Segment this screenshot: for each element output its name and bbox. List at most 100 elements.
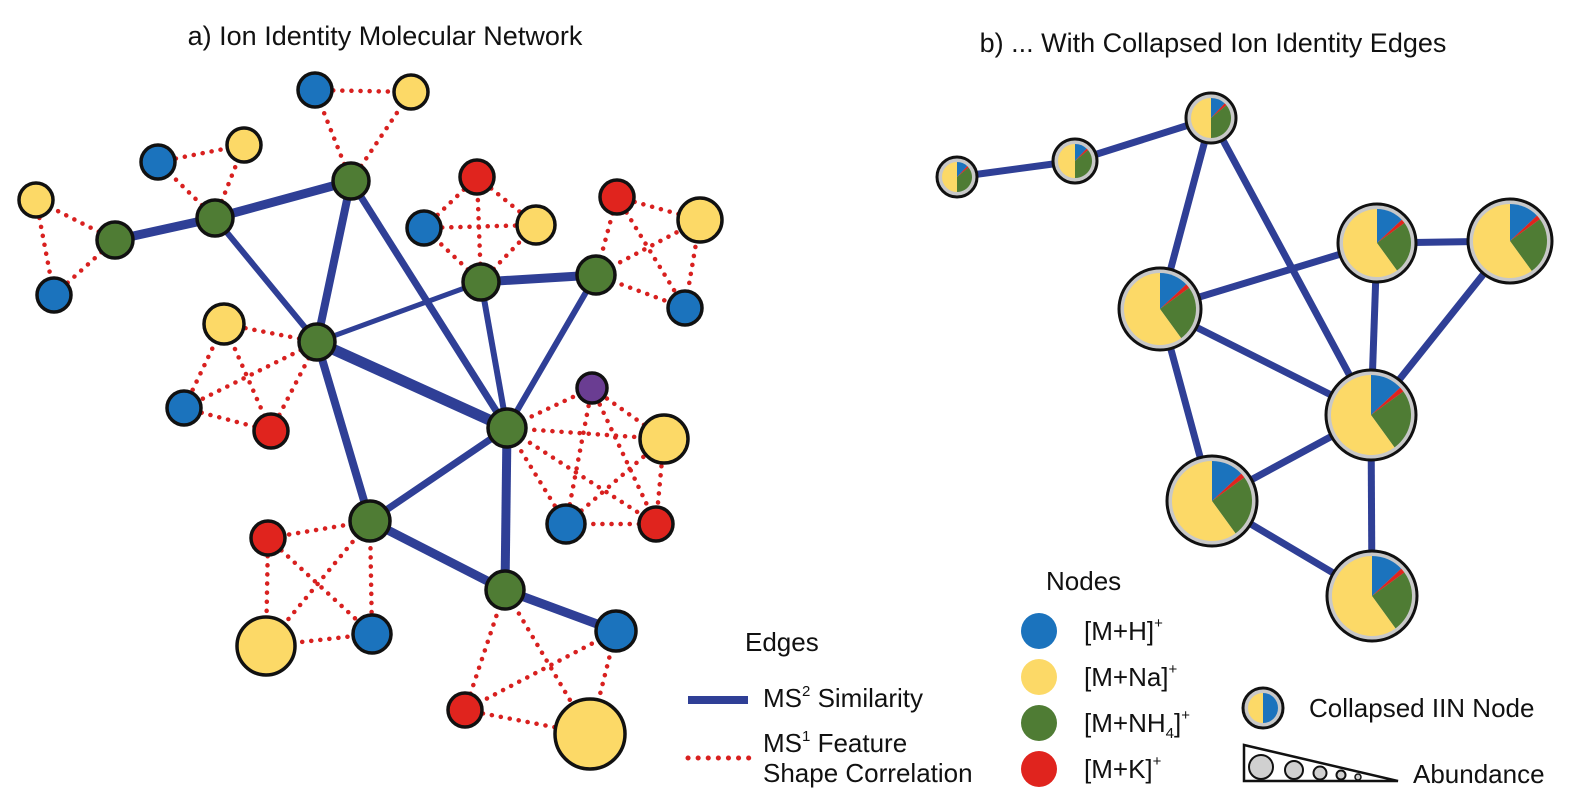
ms1-correlation-edge bbox=[614, 194, 688, 311]
ion-k-slice bbox=[1372, 568, 1405, 596]
ion-h-node bbox=[139, 143, 177, 181]
ion-na-node bbox=[392, 73, 430, 111]
ms1-correlation-edge bbox=[181, 321, 227, 411]
ms1-correlation-label: MS1 Feature bbox=[763, 728, 907, 758]
nodes-legend: Nodes [M+H]+ [M+Na]+ [M+NH4]+ [M+K]+ bbox=[1021, 566, 1190, 787]
collapsed-iin-node bbox=[1165, 454, 1259, 548]
ion-k-label: [M+K]+ bbox=[1084, 753, 1162, 784]
ion-h-slice bbox=[1510, 204, 1537, 241]
ion-nh4-slice bbox=[1075, 150, 1092, 178]
ion-na-slice bbox=[1248, 693, 1263, 723]
ion-na-slice bbox=[1473, 204, 1532, 278]
ion-nh4-slice bbox=[1377, 223, 1411, 271]
ion-h-slice bbox=[1160, 273, 1187, 309]
ms2-similarity-edge bbox=[313, 340, 374, 523]
collapsed-iin-node bbox=[1466, 197, 1554, 285]
ion-k-swatch bbox=[1021, 751, 1057, 787]
abundance-label: Abundance bbox=[1413, 759, 1545, 789]
ion-na-slice bbox=[1124, 273, 1182, 346]
other-ion-node bbox=[575, 371, 609, 405]
ms1-correlation-edge bbox=[589, 385, 659, 527]
collapsed-iin-node bbox=[1336, 202, 1418, 284]
ms2-similarity-edge bbox=[478, 281, 510, 429]
ion-na-label: [M+Na]+ bbox=[1084, 661, 1178, 692]
ion-k-slice bbox=[957, 166, 969, 177]
collapsed-iin-node bbox=[1184, 91, 1238, 145]
ion-h-slice bbox=[1211, 98, 1225, 118]
ion-k-slice bbox=[1377, 219, 1405, 243]
collapsed-iin-node-swatch bbox=[1241, 686, 1285, 730]
ms2-similarity-edge bbox=[313, 180, 355, 343]
ion-nh4-swatch bbox=[1021, 705, 1057, 741]
ms1-correlation-edge bbox=[504, 385, 595, 431]
ion-k-node bbox=[249, 519, 287, 557]
ms1-correlation-label-line2: Shape Correlation bbox=[763, 758, 973, 788]
panel-b-network bbox=[935, 91, 1554, 643]
ion-h-slice bbox=[1377, 209, 1402, 243]
ion-h-node bbox=[165, 389, 203, 427]
ion-h-node bbox=[594, 609, 638, 653]
ion-k-node bbox=[458, 158, 496, 196]
ion-h-slice bbox=[1372, 556, 1402, 596]
collapsed-iin-node bbox=[1324, 368, 1418, 462]
ms1-correlation-edge bbox=[504, 425, 667, 442]
ion-nh4-label: [M+NH4]+ bbox=[1084, 707, 1190, 742]
ion-h-slice bbox=[957, 162, 968, 177]
ion-h-node bbox=[351, 613, 393, 655]
ms2-edges bbox=[114, 176, 618, 636]
ion-na-node bbox=[17, 181, 55, 219]
ms1-correlation-edge bbox=[504, 425, 659, 527]
panel-a-network bbox=[17, 71, 724, 771]
ion-na-node bbox=[638, 413, 690, 465]
edges-legend: Edges MS2 Similarity MS1 Feature Shape C… bbox=[685, 627, 973, 788]
ion-na-node bbox=[235, 615, 297, 677]
ms1-correlation-edge bbox=[221, 321, 320, 345]
ms2-similarity-edge bbox=[316, 279, 482, 345]
ion-k-slice bbox=[1075, 148, 1089, 161]
ion-nh4-slice bbox=[1372, 572, 1412, 629]
ms2-similarity-edge bbox=[314, 336, 510, 434]
collapsed-iin-node bbox=[935, 155, 979, 199]
ms1-correlation-edge bbox=[593, 272, 688, 311]
collapsed-legend-pie bbox=[1241, 686, 1285, 730]
ion-k-slice bbox=[1160, 284, 1190, 309]
ion-h-slice bbox=[1263, 693, 1278, 723]
ms1-correlation-edge bbox=[181, 339, 320, 411]
ms1-correlation-edge bbox=[563, 436, 667, 527]
ion-na-swatch bbox=[1021, 659, 1057, 695]
ion-nh4-node bbox=[331, 161, 371, 201]
collapsed-iin-node bbox=[1117, 266, 1203, 352]
ion-nh4-node bbox=[297, 322, 337, 362]
panel-a-title: a) Ion Identity Molecular Network bbox=[188, 21, 583, 51]
ion-nh4-node bbox=[484, 569, 526, 611]
ion-h-slice bbox=[1212, 461, 1242, 501]
ion-nh4-slice bbox=[957, 167, 972, 192]
ion-h-slice bbox=[1075, 144, 1087, 161]
ms2-similarity-edge bbox=[213, 176, 353, 223]
ion-na-slice bbox=[942, 162, 957, 192]
ion-k-node bbox=[598, 178, 636, 216]
ion-na-slice bbox=[1331, 556, 1396, 636]
ion-k-slice bbox=[1212, 473, 1245, 501]
ion-h-label: [M+H]+ bbox=[1084, 615, 1163, 646]
ion-h-swatch bbox=[1021, 613, 1057, 649]
ion-k-node bbox=[446, 691, 484, 729]
ion-nh4-slice bbox=[1160, 287, 1196, 339]
ion-nh4-slice bbox=[1212, 477, 1252, 534]
ion-na-slice bbox=[1171, 461, 1236, 541]
ion-nh4-node bbox=[195, 198, 235, 238]
ion-na-slice bbox=[1058, 144, 1075, 178]
ion-k-slice bbox=[1510, 215, 1540, 241]
ms1-correlation-edge bbox=[462, 707, 593, 737]
ion-nh4-slice bbox=[1371, 391, 1411, 448]
abundance-wedge-icon bbox=[1242, 743, 1399, 783]
ion-h-node bbox=[35, 276, 73, 314]
ms1-correlation-edge bbox=[462, 628, 619, 713]
collapsed-nodes bbox=[935, 91, 1554, 643]
ms2-similarity-edge bbox=[504, 273, 599, 430]
panel-b-title: b) ... With Collapsed Ion Identity Edges bbox=[980, 28, 1447, 58]
ms2-similarity-edge bbox=[348, 179, 510, 430]
ion-k-node bbox=[252, 412, 290, 450]
ion-na-slice bbox=[1343, 209, 1397, 278]
